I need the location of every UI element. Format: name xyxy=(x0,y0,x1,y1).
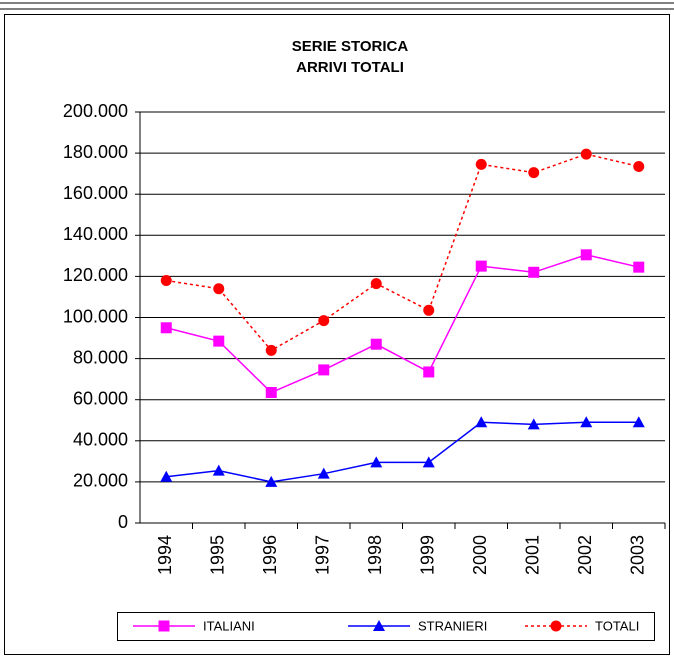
y-tick-label: 0 xyxy=(118,512,128,532)
y-tick-label: 60.000 xyxy=(73,388,128,408)
data-point xyxy=(265,344,277,356)
chart-title: SERIE STORICA xyxy=(292,38,409,55)
data-point xyxy=(528,167,540,179)
data-point xyxy=(213,283,225,295)
x-tick-label: 2001 xyxy=(523,535,543,575)
chart-title: ARRIVI TOTALI xyxy=(296,59,404,76)
x-tick-label: 1998 xyxy=(365,535,385,575)
data-point xyxy=(160,322,172,334)
data-point xyxy=(580,249,592,261)
chart-frame xyxy=(4,14,670,655)
data-point xyxy=(475,158,487,170)
data-point xyxy=(213,335,225,347)
data-point xyxy=(527,418,540,430)
data-point xyxy=(580,416,593,428)
legend-label: ITALIANI xyxy=(203,618,255,633)
data-point xyxy=(318,315,330,327)
x-tick-label: 1996 xyxy=(260,535,280,575)
y-tick-label: 200.000 xyxy=(63,101,128,121)
data-point xyxy=(422,456,435,468)
x-tick-label: 2000 xyxy=(470,535,490,575)
series-line xyxy=(166,421,639,483)
data-point xyxy=(317,467,330,479)
legend-label: TOTALI xyxy=(595,618,639,633)
data-point xyxy=(633,160,645,172)
y-tick-label: 180.000 xyxy=(63,142,128,162)
data-point xyxy=(423,366,435,378)
x-tick-label: 2002 xyxy=(575,535,595,575)
data-point xyxy=(160,275,172,287)
y-tick-label: 40.000 xyxy=(73,430,128,450)
data-point xyxy=(475,260,487,272)
x-tick-label: 1997 xyxy=(313,535,333,575)
data-point xyxy=(475,416,488,428)
x-tick-label: 1999 xyxy=(418,535,438,575)
x-tick-label: 1994 xyxy=(155,535,175,575)
data-point xyxy=(318,364,330,376)
y-tick-label: 120.000 xyxy=(63,265,128,285)
data-point xyxy=(370,456,383,468)
y-tick-label: 80.000 xyxy=(73,347,128,367)
data-point xyxy=(212,464,225,476)
data-point xyxy=(160,470,173,482)
y-tick-label: 160.000 xyxy=(63,183,128,203)
data-point xyxy=(370,278,382,290)
series-line xyxy=(166,254,639,394)
data-point xyxy=(580,148,592,160)
data-point xyxy=(265,387,277,399)
y-tick-label: 100.000 xyxy=(63,306,128,326)
data-point xyxy=(423,304,435,316)
legend-marker xyxy=(550,620,562,632)
data-point xyxy=(528,266,540,278)
series-line xyxy=(166,153,639,352)
legend-marker xyxy=(373,620,385,631)
data-point xyxy=(632,416,645,428)
y-tick-label: 140.000 xyxy=(63,224,128,244)
legend-label: STRANIERI xyxy=(418,618,487,633)
data-point xyxy=(370,338,382,350)
data-point xyxy=(633,261,645,273)
x-tick-label: 2003 xyxy=(628,535,648,575)
data-point xyxy=(265,475,278,487)
x-tick-label: 1995 xyxy=(208,535,228,575)
legend-marker xyxy=(158,620,170,632)
legend-box xyxy=(117,612,655,641)
y-tick-label: 20.000 xyxy=(73,471,128,491)
